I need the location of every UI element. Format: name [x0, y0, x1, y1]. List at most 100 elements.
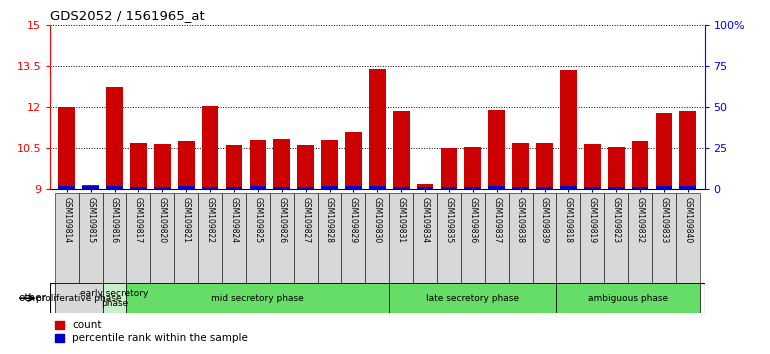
- Bar: [297, 187, 314, 189]
- Bar: [560, 186, 577, 189]
- Text: mid secretory phase: mid secretory phase: [212, 294, 304, 303]
- Text: GSM109839: GSM109839: [540, 198, 549, 244]
- Bar: [130, 143, 147, 189]
- Text: GSM109824: GSM109824: [229, 198, 239, 244]
- FancyBboxPatch shape: [246, 193, 270, 283]
- Text: GSM109826: GSM109826: [277, 198, 286, 244]
- Text: other: other: [18, 293, 46, 303]
- Text: GSM109837: GSM109837: [492, 198, 501, 244]
- FancyBboxPatch shape: [390, 283, 557, 313]
- FancyBboxPatch shape: [628, 193, 652, 283]
- Bar: [584, 187, 601, 189]
- Text: GSM109817: GSM109817: [134, 198, 143, 244]
- FancyBboxPatch shape: [174, 193, 198, 283]
- Text: proliferative phase: proliferative phase: [36, 294, 122, 303]
- Text: GSM109829: GSM109829: [349, 198, 358, 244]
- FancyBboxPatch shape: [676, 193, 700, 283]
- Bar: [369, 186, 386, 189]
- FancyBboxPatch shape: [102, 193, 126, 283]
- FancyBboxPatch shape: [533, 193, 557, 283]
- FancyBboxPatch shape: [126, 283, 390, 313]
- Bar: [321, 140, 338, 189]
- Text: GSM109814: GSM109814: [62, 198, 72, 244]
- Bar: [321, 186, 338, 189]
- Text: early secretory
phase: early secretory phase: [80, 289, 149, 308]
- FancyBboxPatch shape: [341, 193, 365, 283]
- Bar: [82, 185, 99, 189]
- Text: GSM109822: GSM109822: [206, 198, 215, 244]
- Bar: [345, 186, 362, 189]
- Bar: [464, 187, 481, 189]
- Bar: [130, 187, 147, 189]
- FancyBboxPatch shape: [509, 193, 533, 283]
- FancyBboxPatch shape: [55, 283, 102, 313]
- Bar: [273, 139, 290, 189]
- Bar: [178, 186, 195, 189]
- Text: GSM109831: GSM109831: [397, 198, 406, 244]
- FancyBboxPatch shape: [437, 193, 461, 283]
- Text: GDS2052 / 1561965_at: GDS2052 / 1561965_at: [50, 9, 205, 22]
- FancyBboxPatch shape: [102, 283, 126, 313]
- Bar: [226, 145, 243, 189]
- Text: GSM109828: GSM109828: [325, 198, 334, 244]
- Text: GSM109834: GSM109834: [420, 198, 430, 244]
- Text: ambiguous phase: ambiguous phase: [588, 294, 668, 303]
- Bar: [106, 186, 123, 189]
- Bar: [297, 145, 314, 189]
- Bar: [59, 107, 75, 189]
- Text: GSM109840: GSM109840: [683, 198, 692, 244]
- FancyBboxPatch shape: [126, 193, 150, 283]
- FancyBboxPatch shape: [652, 193, 676, 283]
- Bar: [608, 147, 624, 189]
- Bar: [249, 140, 266, 189]
- Text: GSM109830: GSM109830: [373, 198, 382, 244]
- Bar: [679, 111, 696, 189]
- FancyBboxPatch shape: [270, 193, 293, 283]
- FancyBboxPatch shape: [293, 193, 317, 283]
- Legend: count, percentile rank within the sample: count, percentile rank within the sample: [55, 320, 248, 343]
- Bar: [536, 143, 553, 189]
- Bar: [178, 141, 195, 189]
- Text: GSM109825: GSM109825: [253, 198, 263, 244]
- FancyBboxPatch shape: [198, 193, 222, 283]
- FancyBboxPatch shape: [413, 193, 437, 283]
- Bar: [273, 187, 290, 189]
- Bar: [464, 147, 481, 189]
- Bar: [202, 106, 219, 189]
- Bar: [488, 110, 505, 189]
- Bar: [154, 187, 171, 189]
- Bar: [345, 132, 362, 189]
- Bar: [655, 186, 672, 189]
- Bar: [249, 186, 266, 189]
- Text: GSM109836: GSM109836: [468, 198, 477, 244]
- Text: GSM109815: GSM109815: [86, 198, 95, 244]
- Text: GSM109816: GSM109816: [110, 198, 119, 244]
- FancyBboxPatch shape: [150, 193, 174, 283]
- FancyBboxPatch shape: [55, 193, 79, 283]
- Bar: [488, 186, 505, 189]
- Bar: [679, 186, 696, 189]
- FancyBboxPatch shape: [317, 193, 341, 283]
- Bar: [106, 86, 123, 189]
- Text: GSM109838: GSM109838: [516, 198, 525, 244]
- Bar: [440, 187, 457, 189]
- FancyBboxPatch shape: [581, 193, 604, 283]
- Bar: [226, 187, 243, 189]
- FancyBboxPatch shape: [461, 193, 485, 283]
- Bar: [536, 187, 553, 189]
- Text: GSM109823: GSM109823: [611, 198, 621, 244]
- FancyBboxPatch shape: [604, 193, 628, 283]
- Bar: [584, 144, 601, 189]
- Bar: [393, 111, 410, 189]
- FancyBboxPatch shape: [365, 193, 390, 283]
- Bar: [82, 186, 99, 189]
- Text: GSM109832: GSM109832: [635, 198, 644, 244]
- FancyBboxPatch shape: [390, 193, 413, 283]
- FancyBboxPatch shape: [557, 193, 581, 283]
- Bar: [655, 113, 672, 189]
- Bar: [202, 187, 219, 189]
- Bar: [59, 186, 75, 189]
- Bar: [440, 148, 457, 189]
- Bar: [631, 141, 648, 189]
- Text: GSM109820: GSM109820: [158, 198, 167, 244]
